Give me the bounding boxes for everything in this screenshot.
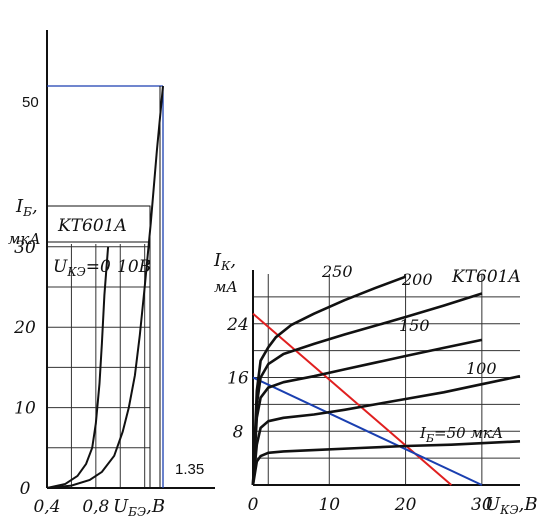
input-x-tick: 0,4 — [33, 497, 60, 517]
output-curve-label-50: IБ=50 мкА — [419, 424, 503, 445]
output-load-lines — [252, 312, 483, 486]
output-x-tick: 10 — [318, 495, 340, 515]
output-y-tick: 24 — [226, 315, 249, 335]
output-load-line-0 — [252, 312, 452, 486]
output-curve-IБ=50 мкА — [251, 440, 521, 486]
output-curve-200 — [251, 292, 483, 486]
output-curve-100 — [251, 374, 521, 486]
output-curve-150 — [251, 338, 483, 486]
input-characteristics-chart: 0 10 20 30 0,4 0,8 KT601A IБ, мкА 50 1.35 UК… — [8, 30, 215, 519]
input-y-unit: мкА — [8, 230, 41, 248]
output-x-tick: 20 — [394, 495, 417, 515]
output-curve-250 — [251, 275, 407, 486]
input-series-label-10v: 10B — [117, 257, 151, 277]
output-curve-label-250: 250 — [321, 262, 353, 281]
input-y-tick: 0 — [20, 479, 31, 499]
input-y-marker-label: 50 — [22, 94, 39, 111]
input-x-marker-label: 1.35 — [175, 461, 204, 478]
input-curve-uke-0 — [46, 246, 110, 489]
output-device-label: KT601A — [451, 267, 521, 287]
input-series-label-uke0: UКЭ=0 — [53, 257, 111, 279]
output-y-tick: 16 — [227, 369, 249, 389]
input-x-tick: 0,8 — [82, 497, 109, 517]
output-y-label: IК, — [213, 250, 236, 273]
output-x-label: UКЭ,B — [485, 494, 538, 517]
input-y-tick: 30 — [14, 238, 36, 258]
output-grid — [253, 274, 520, 485]
output-x-tick-labels: 0 10 20 30 — [248, 495, 493, 515]
output-y-tick: 8 — [233, 422, 244, 442]
input-device-label-box — [46, 205, 151, 243]
input-y-tick-labels: 0 10 20 30 — [13, 238, 36, 499]
input-device-label: KT601A — [57, 216, 127, 236]
output-load-line-1 — [252, 376, 483, 486]
output-x-tick: 0 — [248, 495, 259, 515]
input-y-label: IБ, — [15, 196, 38, 219]
output-x-tick: 30 — [471, 495, 493, 515]
input-x-label: UБЭ,B — [113, 496, 165, 519]
input-y-tick: 10 — [14, 399, 36, 419]
output-y-unit: мА — [214, 278, 238, 296]
input-x-tick-labels: 0,4 0,8 — [33, 497, 109, 517]
input-y-tick: 20 — [13, 318, 36, 338]
output-y-tick-labels: 8 16 24 — [226, 315, 249, 443]
output-curve-label-200: 200 — [401, 270, 433, 289]
output-curve-label-150: 150 — [399, 316, 430, 335]
input-grid — [47, 244, 150, 488]
output-curve-label-100: 100 — [466, 359, 497, 378]
input-y-label-sub: Б — [22, 205, 32, 219]
output-curves — [251, 275, 521, 486]
input-curve-10v — [46, 85, 164, 489]
